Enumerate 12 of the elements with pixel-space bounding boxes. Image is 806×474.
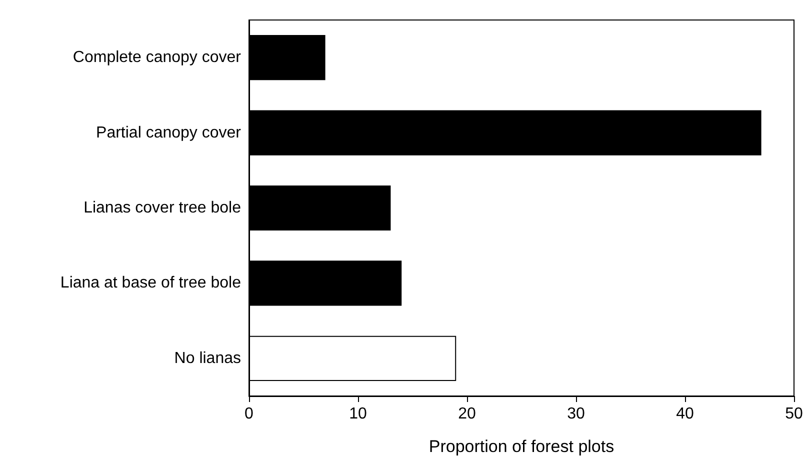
- x-axis-title: Proportion of forest plots: [428, 437, 614, 456]
- y-tick-label: Partial canopy cover: [96, 124, 242, 142]
- x-tick-label: 30: [567, 406, 585, 422]
- y-tick-label: No lianas: [174, 350, 241, 367]
- y-tick-label: Liana at base of tree bole: [60, 274, 242, 292]
- x-tick-label: 0: [244, 406, 254, 422]
- y-tick-label: Lianas cover tree bole: [84, 200, 242, 216]
- y-tick-label: Complete canopy cover: [72, 49, 242, 66]
- x-tick-label: 50: [785, 406, 803, 422]
- x-tick-label: 20: [458, 406, 476, 422]
- x-tick-label: 40: [676, 406, 694, 422]
- x-tick-label: 10: [349, 406, 367, 422]
